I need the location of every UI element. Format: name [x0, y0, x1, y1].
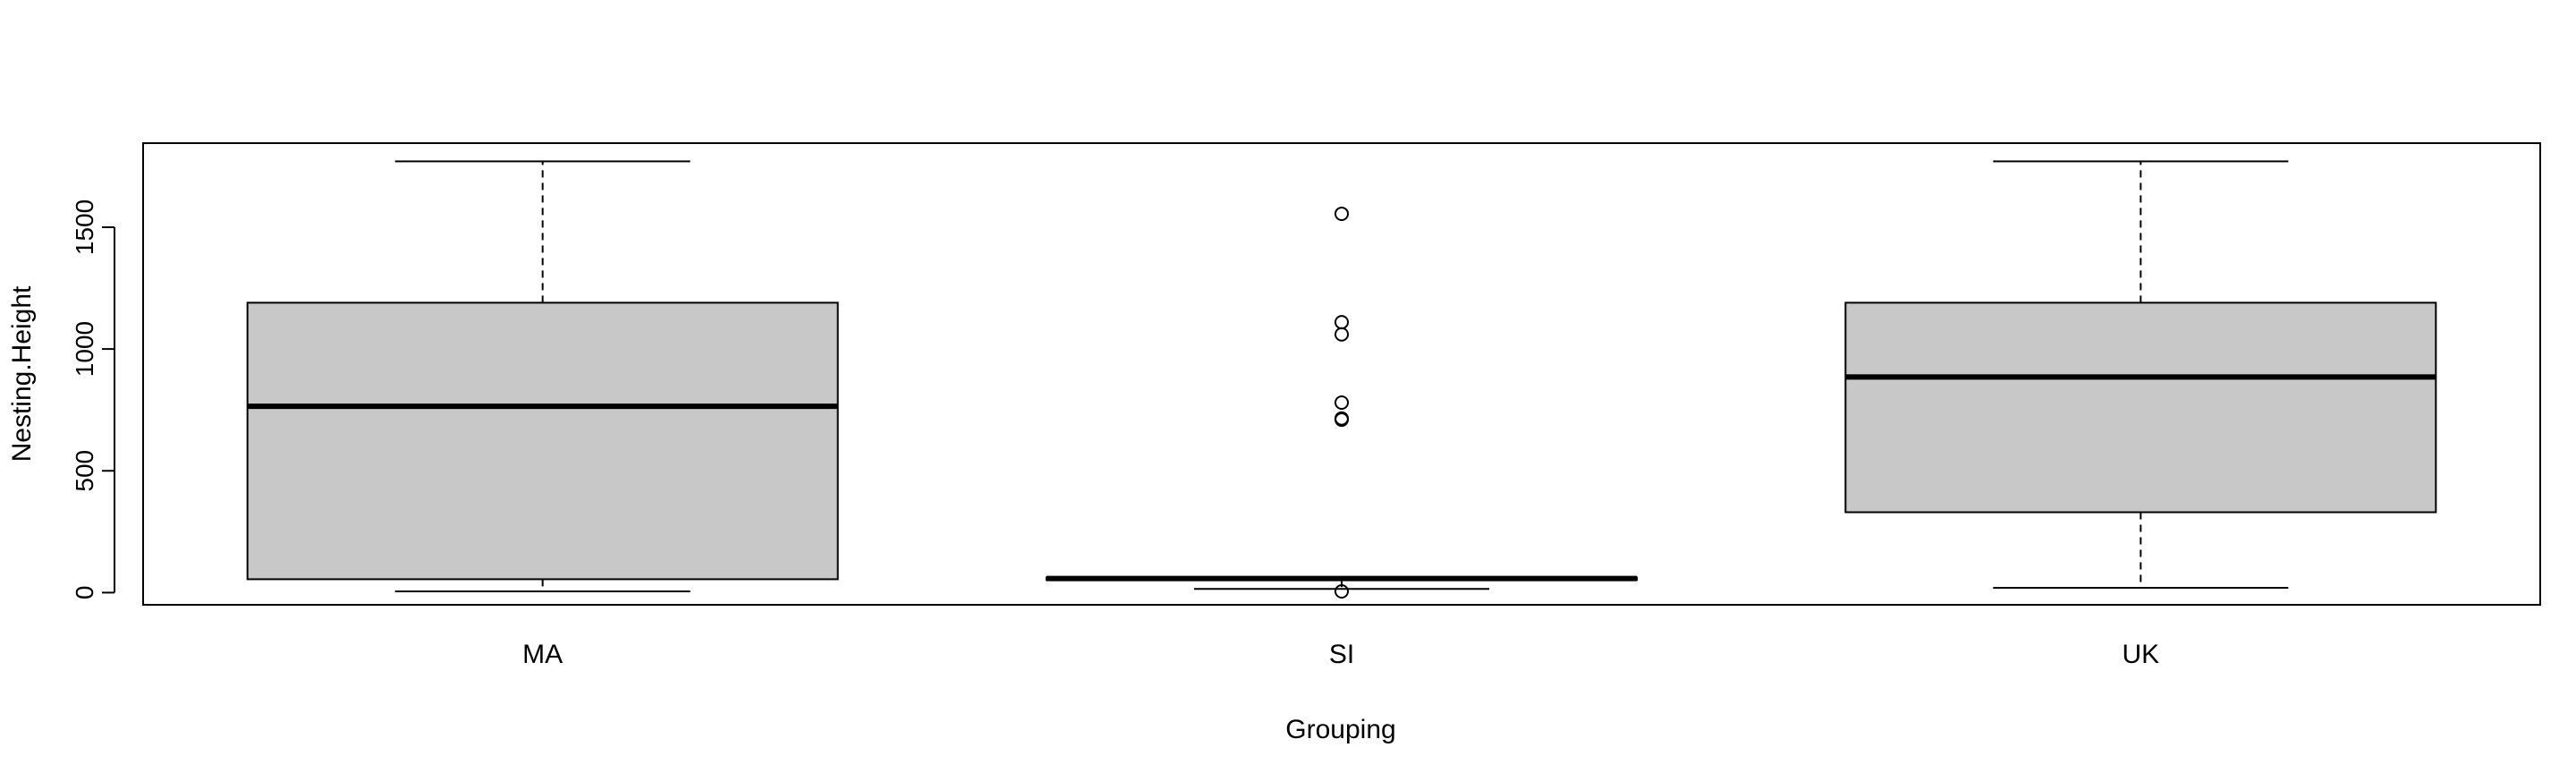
outlier-point — [1335, 395, 1349, 410]
y-tick-label: 500 — [71, 450, 98, 492]
boxes-layer — [246, 160, 2437, 599]
plot-frame — [142, 142, 2541, 606]
box-uk — [1844, 160, 2437, 589]
x-tick-label: MA — [522, 640, 563, 669]
x-tick-label: UK — [2122, 640, 2159, 669]
x-tick-label: SI — [1329, 640, 1354, 669]
outlier-point — [1335, 206, 1349, 221]
y-axis: 0 500 1000 1500 — [71, 200, 115, 600]
y-tick-label: 1000 — [71, 321, 98, 377]
x-axis-label: Grouping — [1285, 715, 1395, 744]
box-ma — [246, 160, 839, 593]
box-si — [1046, 206, 1638, 599]
outlier-point — [1335, 411, 1349, 426]
box-iqr — [1844, 302, 2437, 514]
outlier-point — [1335, 327, 1349, 342]
outlier-point — [1335, 315, 1349, 330]
outlier-point — [1335, 584, 1349, 599]
box-iqr — [246, 302, 839, 581]
x-axis: MA SI UK — [522, 640, 2159, 669]
y-tick-label: 0 — [71, 586, 98, 600]
y-tick-label: 1500 — [71, 200, 98, 255]
y-axis-label: Nesting.Height — [7, 285, 37, 462]
